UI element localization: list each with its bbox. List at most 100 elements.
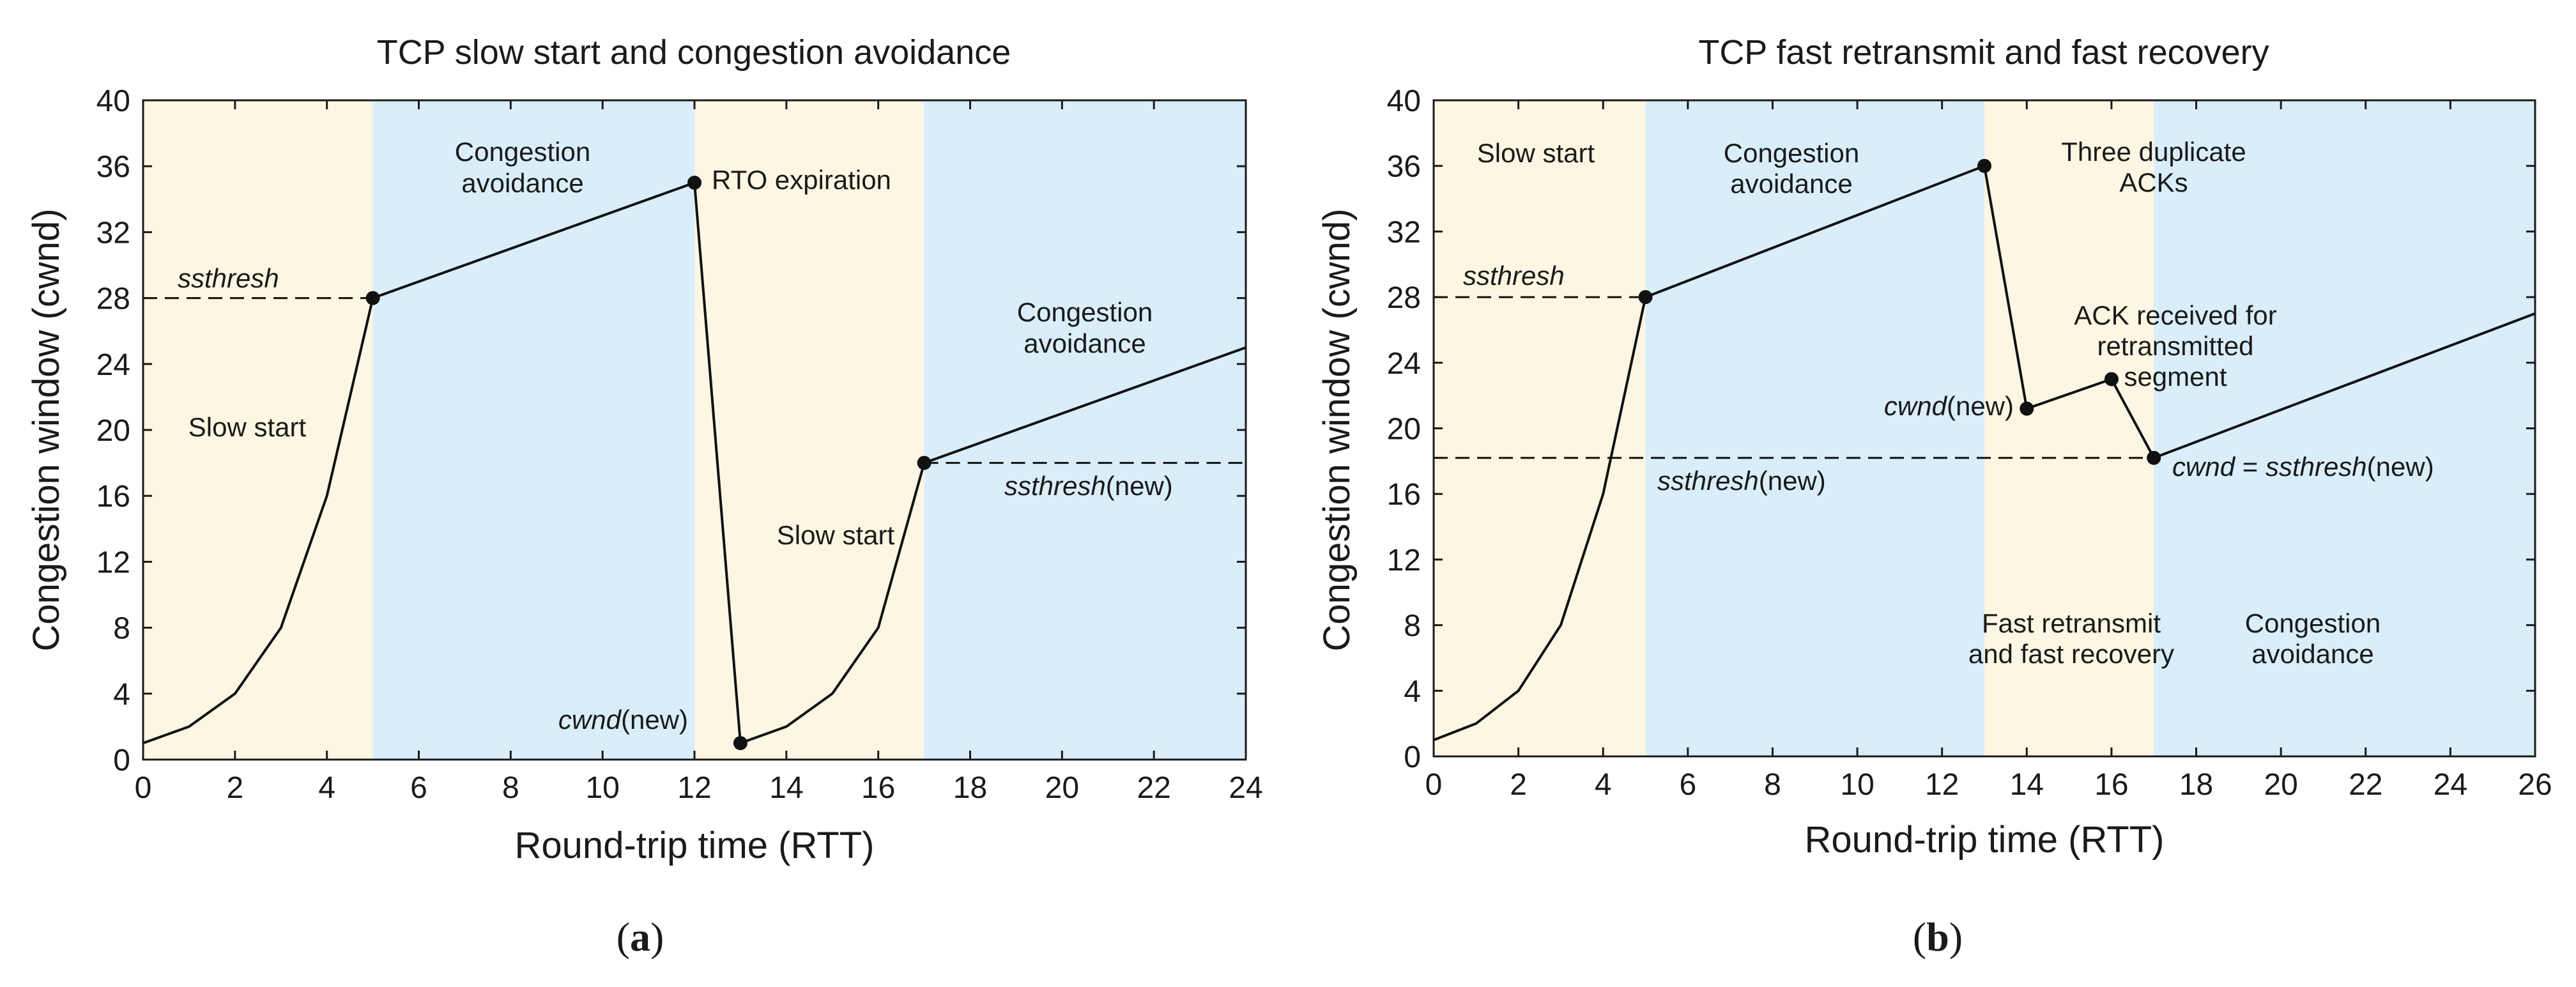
panel-a-xtick-label-8: 8	[502, 771, 519, 805]
panel-a-ytick-label-20: 20	[96, 414, 130, 448]
panel-a-band-avoidance-3	[924, 100, 1246, 760]
panel-a-xtick-label-2: 2	[226, 771, 243, 805]
panel-b-y-axis-label: Congestion window (cwnd)	[1316, 208, 1358, 651]
panel-b-label-ack-received-a: ACK received for	[2074, 300, 2276, 330]
panel-b-xtick-label-16: 16	[2094, 768, 2128, 802]
panel-a-ytick-label-32: 32	[96, 216, 130, 250]
panel-a-xtick-label-10: 10	[585, 771, 619, 805]
panel-a-point-2	[733, 736, 747, 751]
panel-a-xtick-label-18: 18	[953, 771, 987, 805]
panel-a-label-rto-expiration: RTO expiration	[712, 165, 891, 195]
panel-a-label-avoidance-2a: Congestion	[1017, 297, 1153, 327]
panel-b-ytick-label-12: 12	[1387, 544, 1421, 578]
panel-b-x-axis-label: Round-trip time (RTT)	[1805, 819, 2165, 861]
panel-b-ytick-label-16: 16	[1387, 478, 1421, 512]
panel-a-letter: (a)	[617, 914, 664, 960]
panel-b-ytick-label-0: 0	[1404, 740, 1421, 774]
panel-b-ytick-label-8: 8	[1404, 609, 1421, 643]
panel-a-y-axis: 0 4 8 12 16 20 24 28 32 36 40	[96, 84, 1246, 777]
panel-a-ytick-label-36: 36	[96, 150, 130, 184]
panel-b-label-avoidance-1a: Congestion	[1724, 138, 1859, 168]
panel-a-x-axis-label: Round-trip time (RTT)	[515, 825, 875, 866]
panel-a-ytick-label-16: 16	[96, 480, 130, 514]
panel-a-ytick-label-4: 4	[113, 678, 130, 712]
panel-b-ytick-label-28: 28	[1387, 281, 1421, 315]
panel-b-band-fast-recovery-2	[1984, 100, 2154, 756]
panel-b-band-slow-start-0	[1434, 100, 1646, 756]
panel-a-label-avoidance-1b: avoidance	[461, 168, 583, 198]
panel-a-ytick-label-28: 28	[96, 282, 130, 316]
panel-b-markers	[1638, 158, 2161, 465]
panel-a-xtick-label-6: 6	[410, 771, 427, 805]
panel-b-label-avoidance-1b: avoidance	[1730, 169, 1852, 199]
panel-a-label-ssthresh: ssthresh	[178, 263, 279, 293]
panel-b-xtick-label-22: 22	[2349, 768, 2382, 802]
panel-a-label-cwnd-new: cwnd(new)	[558, 705, 688, 735]
panel-b-label-cwnd-equals-ssthresh: cwnd = ssthresh(new)	[2172, 452, 2434, 482]
panel-b-chart: TCP fast retransmit and fast recovery 0 2…	[1316, 33, 2552, 960]
panel-b-xtick-label-2: 2	[1510, 768, 1527, 802]
panel-a-xtick-label-12: 12	[677, 771, 711, 805]
panel-b-threshold-lines	[1434, 296, 2154, 459]
panel-a-y-axis-label: Congestion window (cwnd)	[26, 208, 67, 651]
panel-a-ytick-label-8: 8	[113, 612, 130, 646]
panel-b-ytick-label-32: 32	[1387, 215, 1421, 249]
panel-a-ytick-label-0: 0	[113, 744, 130, 777]
panel-b-xtick-label-18: 18	[2179, 768, 2213, 802]
panel-b-y-axis: 0 4 8 12 16 20 24 28 32 36 40	[1387, 84, 2535, 774]
panel-b-label-ack-received-b: retransmitted	[2097, 331, 2253, 361]
panel-a-label-avoidance-2b: avoidance	[1023, 328, 1146, 358]
panel-b-xtick-label-6: 6	[1679, 768, 1696, 802]
panel-b-letter: (b)	[1913, 914, 1963, 960]
panel-a-title: TCP slow start and congestion avoidance	[377, 33, 1011, 72]
panel-a-xtick-label-4: 4	[318, 771, 335, 805]
panel-b-point-0	[1638, 290, 1653, 305]
panel-b-point-4	[2147, 450, 2161, 465]
panel-a-label-slow-start-2: Slow start	[777, 520, 895, 550]
panel-b-label-dup-acks-b: ACKs	[2119, 167, 2188, 197]
panel-b-ytick-label-24: 24	[1387, 347, 1421, 381]
panel-b-xtick-label-10: 10	[1840, 768, 1874, 802]
panel-a-ytick-label-12: 12	[96, 546, 130, 579]
panel-b-point-2	[2020, 401, 2034, 416]
panel-a-label-avoidance-1a: Congestion	[455, 137, 590, 167]
panel-a-ytick-label-40: 40	[96, 84, 130, 118]
panel-a-phase-bands	[143, 100, 1246, 760]
panel-b-ytick-label-20: 20	[1387, 413, 1421, 447]
panel-b-ytick-label-36: 36	[1387, 150, 1421, 184]
panel-b-band-avoidance-1	[1645, 100, 1984, 756]
panel-b-xtick-label-26: 26	[2518, 768, 2552, 802]
panel-a-xtick-label-22: 22	[1137, 771, 1170, 805]
panel-a-threshold-lines	[143, 297, 1246, 464]
panel-b-label-ssthresh: ssthresh	[1463, 261, 1565, 291]
panel-a-xtick-label-14: 14	[769, 771, 803, 805]
panel-b-label-avoidance-2b: avoidance	[2251, 639, 2373, 669]
panel-b-label-fast-recovery-b: and fast recovery	[1968, 639, 2174, 669]
panel-b-xtick-label-0: 0	[1425, 768, 1443, 802]
panel-a-xtick-label-0: 0	[135, 771, 152, 805]
panel-a-chart: TCP slow start and congestion avoidance …	[26, 33, 1263, 960]
panel-b-label-avoidance-2a: Congestion	[2245, 608, 2380, 638]
panel-a-band-avoidance-1	[372, 100, 694, 760]
panel-b-label-ack-received-c: segment	[2124, 362, 2227, 392]
panel-a-xtick-label-20: 20	[1045, 771, 1079, 805]
panel-b-label-cwnd-new: cwnd(new)	[1884, 391, 2014, 421]
panel-a-point-0	[365, 291, 380, 305]
panel-a-label-ssthresh-new: ssthresh(new)	[1004, 471, 1173, 501]
panel-b-x-axis: 0 2 4 6 8 10 12 14 16 18 20 22 24 26	[1425, 100, 2552, 802]
panel-a-xtick-label-16: 16	[861, 771, 895, 805]
panel-b-ytick-label-4: 4	[1404, 675, 1421, 708]
panel-b-label-slow-start: Slow start	[1477, 138, 1595, 168]
panel-a-point-3	[917, 455, 931, 470]
panel-b-xtick-label-8: 8	[1764, 768, 1781, 802]
panel-a-band-slow-start-0	[143, 100, 373, 760]
panel-b-xtick-label-20: 20	[2264, 768, 2297, 802]
panel-a-x-axis: 0 2 4 6 8 10 12 14 16 18 20 22 24	[135, 100, 1263, 805]
panel-b-point-1	[1977, 158, 1991, 173]
panel-b-label-fast-recovery-a: Fast retransmit	[1982, 608, 2161, 638]
panel-b-ytick-label-40: 40	[1387, 84, 1421, 118]
panel-b-label-ssthresh-new: ssthresh(new)	[1657, 466, 1826, 496]
panel-a-xtick-label-24: 24	[1229, 771, 1262, 805]
panel-b-xtick-label-12: 12	[1925, 768, 1959, 802]
